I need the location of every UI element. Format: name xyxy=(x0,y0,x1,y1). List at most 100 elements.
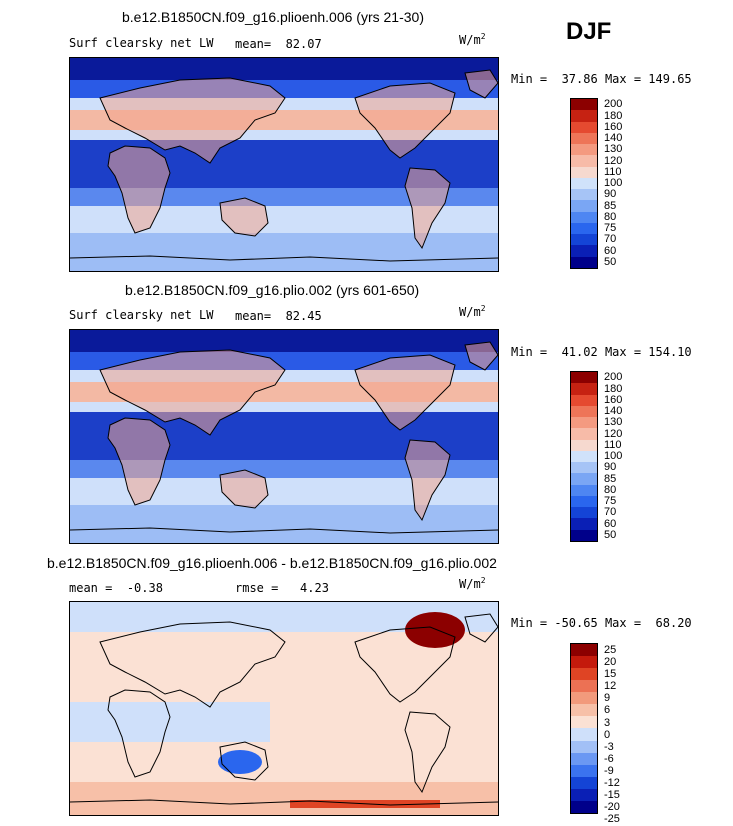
colorbar-tick-label: 75 xyxy=(604,222,617,235)
map-coastline xyxy=(107,689,171,778)
panel2-units: W/m2 xyxy=(459,304,486,319)
colorbar-tick-label: 90 xyxy=(604,188,617,201)
map-coastline xyxy=(99,349,286,436)
colorbar-segment xyxy=(571,144,597,156)
panel3-max-label: Max = xyxy=(604,616,642,630)
colorbar-tick-label: 200 xyxy=(604,98,623,111)
colorbar-tick-label: 85 xyxy=(604,199,617,212)
colorbar-segment xyxy=(571,222,597,235)
map-coastline xyxy=(354,82,456,159)
colorbar-tick-label: -6 xyxy=(604,752,614,765)
map-coastline xyxy=(404,167,451,250)
panel3-units-text: W/m xyxy=(459,577,481,591)
colorbar-tick-label: 50 xyxy=(604,256,617,268)
colorbar-segment xyxy=(571,668,597,681)
colorbar-tick-label: 25 xyxy=(604,644,617,657)
colorbar-tick-label: -25 xyxy=(604,813,620,826)
map-land xyxy=(465,342,498,370)
panel1-max-label: Max = xyxy=(604,72,642,86)
colorbar-segment xyxy=(571,680,597,693)
colorbar-segment xyxy=(571,764,597,777)
map-land xyxy=(220,198,268,236)
colorbar-tick-label: -12 xyxy=(604,776,620,789)
panel3-map xyxy=(69,601,499,816)
colorbar-segment xyxy=(571,644,597,657)
colorbar-segment xyxy=(571,166,597,178)
panel3-mean-value: -0.38 xyxy=(126,581,163,595)
panel1-map-svg xyxy=(70,58,498,271)
panel1-minmax: Min = 37.86 Max = 149.65 xyxy=(511,72,692,86)
colorbar-tick-label: 90 xyxy=(604,461,617,474)
colorbar-segment xyxy=(571,704,597,717)
map-southern-ocean xyxy=(70,782,498,815)
panel1-max-value: 149.65 xyxy=(648,72,692,86)
colorbar-tick-label: 200 xyxy=(604,371,623,384)
map-coastline xyxy=(107,145,171,234)
colorbar-tick-label: -3 xyxy=(604,740,614,753)
colorbar-tick-label: 130 xyxy=(604,143,623,156)
map-coastline xyxy=(464,69,498,99)
panel1-min-label: Min = xyxy=(511,72,548,86)
colorbar-tick-label: 12 xyxy=(604,680,617,693)
map-land xyxy=(100,78,285,163)
panel2-min-value: 41.02 xyxy=(561,345,598,359)
map-coastline xyxy=(70,799,498,806)
colorbar-segment xyxy=(571,484,597,496)
panel2-mean-value: 82.45 xyxy=(285,309,322,323)
map-coastline xyxy=(354,354,456,431)
panel1-title: b.e12.B1850CN.f09_g16.plioenh.006 (yrs 2… xyxy=(122,9,424,25)
colorbar-tick-label: 3 xyxy=(604,716,611,729)
panel1-mean-label: mean= xyxy=(235,37,272,51)
panel3-max-value: 68.20 xyxy=(655,616,692,630)
panel1-variable: Surf clearsky net LW xyxy=(69,36,214,50)
map-land xyxy=(355,83,455,158)
colorbar-segment xyxy=(571,177,597,190)
panel1-colorbar xyxy=(570,98,598,269)
colorbar-segment xyxy=(571,518,597,530)
colorbar-tick-label: -9 xyxy=(604,764,614,777)
map-coldspot xyxy=(218,750,262,774)
panel1-units: W/m2 xyxy=(459,32,486,47)
colorbar-segment xyxy=(571,383,597,395)
map-land xyxy=(405,440,450,520)
map-land xyxy=(465,70,498,98)
map-coastline xyxy=(404,439,451,522)
map-coastline xyxy=(70,527,498,534)
panel3-rmse-label: rmse = xyxy=(235,581,279,595)
map-polar-north xyxy=(70,58,498,80)
panel2-colorbar xyxy=(570,371,598,542)
panel2-map xyxy=(69,329,499,544)
colorbar-segment xyxy=(571,450,597,463)
map-land xyxy=(405,168,450,248)
colorbar-tick-label: 130 xyxy=(604,416,623,429)
colorbar-segment xyxy=(571,462,597,474)
colorbar-segment xyxy=(571,256,597,268)
map-coastline xyxy=(404,711,451,794)
panel3-title: b.e12.B1850CN.f09_g16.plioenh.006 - b.e1… xyxy=(47,555,497,571)
colorbar-tick-label: 110 xyxy=(604,165,622,178)
colorbar-segment xyxy=(571,189,597,201)
map-south-band xyxy=(70,460,498,478)
panel2-max-value: 154.10 xyxy=(648,345,692,359)
colorbar-segment xyxy=(571,507,597,519)
colorbar-tick-label: 120 xyxy=(604,427,623,440)
map-coastline xyxy=(219,197,269,237)
colorbar-tick-label: 110 xyxy=(604,438,622,451)
map-west-band xyxy=(70,702,270,742)
colorbar-segment xyxy=(571,417,597,429)
colorbar-tick-label: 160 xyxy=(604,393,623,406)
colorbar-tick-label: 180 xyxy=(604,382,623,395)
colorbar-segment xyxy=(571,155,597,167)
panel1-min-value: 37.86 xyxy=(561,72,598,86)
colorbar-segment xyxy=(571,394,597,406)
map-coastline xyxy=(219,741,269,781)
colorbar-segment xyxy=(571,728,597,741)
map-southern-ocean xyxy=(70,233,498,271)
panel1-mean-value: 82.07 xyxy=(285,37,322,51)
colorbar-segment xyxy=(571,529,597,541)
map-coastline xyxy=(99,77,286,164)
panel2-map-svg xyxy=(70,330,498,543)
colorbar-segment xyxy=(571,428,597,440)
colorbar-tick-label: 140 xyxy=(604,405,623,418)
panel2-min-label: Min = xyxy=(511,345,548,359)
